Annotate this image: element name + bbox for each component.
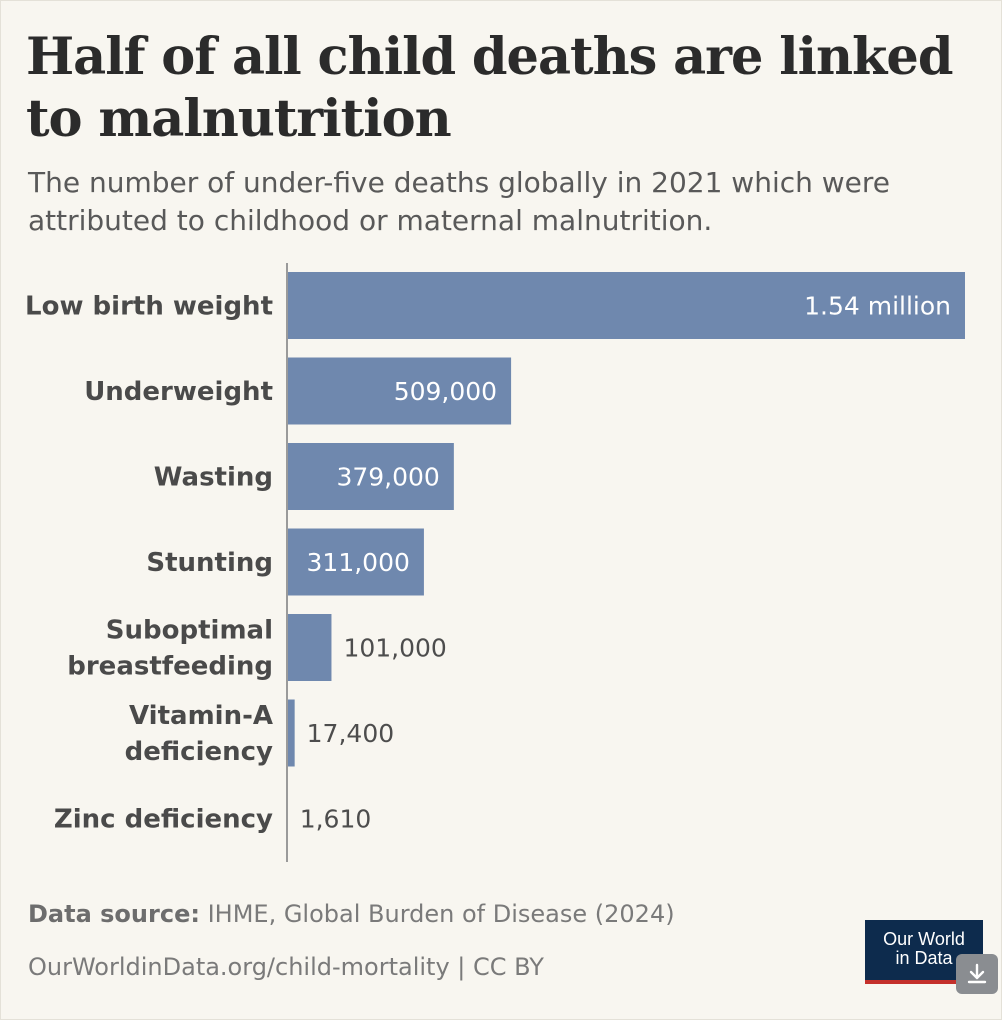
logo-line-1: Our World <box>883 929 965 949</box>
value-label: 101,000 <box>343 634 446 663</box>
value-label: 379,000 <box>336 463 439 492</box>
value-label: 1.54 million <box>804 292 951 321</box>
category-label: Suboptimal <box>106 616 273 646</box>
category-label: Wasting <box>154 463 273 493</box>
bar-3[interactable] <box>287 528 424 596</box>
bar-4[interactable] <box>287 614 332 681</box>
source-label: Data source: <box>28 900 200 928</box>
data-source: Data source: IHME, Global Burden of Dise… <box>28 900 675 928</box>
source-text: IHME, Global Burden of Disease (2024) <box>207 900 675 928</box>
bar-5[interactable] <box>287 699 295 767</box>
category-label: Vitamin-A <box>129 701 273 731</box>
download-icon <box>967 963 987 984</box>
value-label: 311,000 <box>307 548 410 577</box>
value-label: 1,610 <box>300 805 372 834</box>
category-label: Stunting <box>146 548 273 578</box>
download-button[interactable] <box>956 954 998 994</box>
bar-chart: Low birth weight 1.54 million Underweight 5… <box>25 263 965 862</box>
source-link[interactable]: OurWorldinData.org/child-mortality | CC … <box>28 953 544 981</box>
value-label: 17,400 <box>307 719 394 748</box>
bar-0[interactable] <box>287 272 965 339</box>
chart-subtitle: The number of under-five deaths globally… <box>28 166 891 237</box>
category-label: Underweight <box>84 377 273 407</box>
bars-group: Low birth weight 1.54 million Underweight 5… <box>25 272 965 852</box>
chart-title: Half of all child deaths are linked to m… <box>26 27 954 149</box>
logo-line-2: in Data <box>895 948 953 968</box>
category-label: deficiency <box>125 737 273 767</box>
category-label: Zinc deficiency <box>54 805 273 835</box>
value-label: 509,000 <box>394 377 497 406</box>
category-label: Low birth weight <box>25 292 273 322</box>
bar-1[interactable] <box>287 357 512 425</box>
category-label: breastfeeding <box>67 652 273 682</box>
bar-2[interactable] <box>287 443 454 510</box>
